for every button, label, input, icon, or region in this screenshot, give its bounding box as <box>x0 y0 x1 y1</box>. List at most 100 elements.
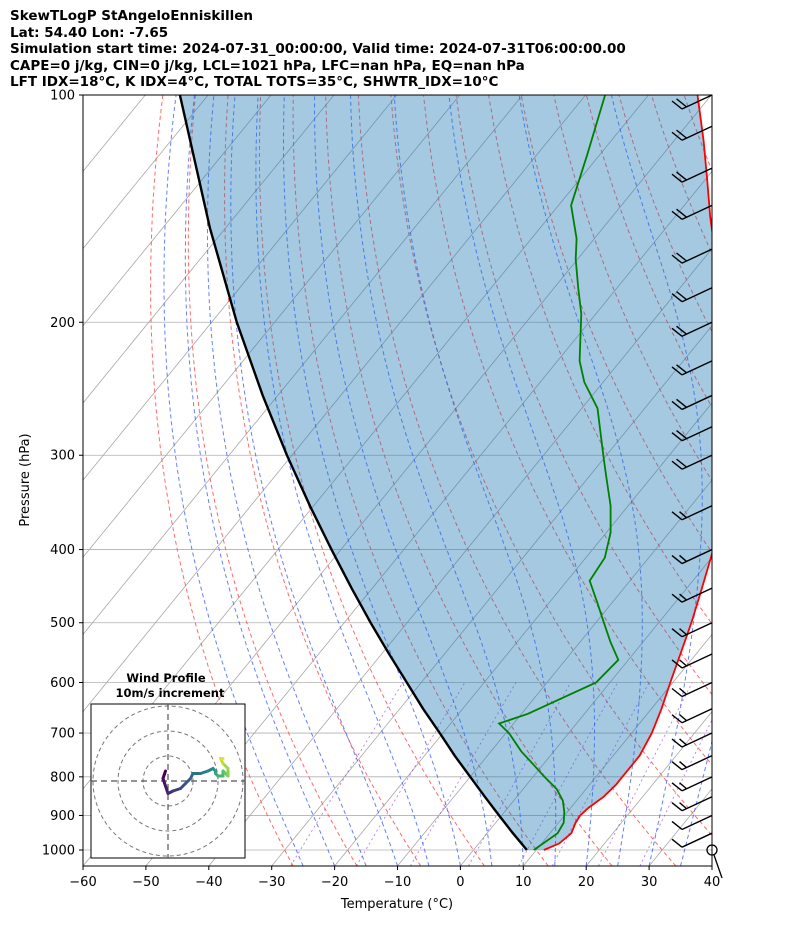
wind-barb <box>671 681 713 698</box>
dry-adiabat <box>423 95 712 766</box>
wind-barb <box>671 653 713 669</box>
moist-adiabat <box>610 95 703 866</box>
wind-barb <box>671 708 713 724</box>
wind-barb <box>671 832 713 848</box>
isotherm-line <box>460 556 712 866</box>
wind-barb <box>671 360 713 376</box>
isotherm-line <box>83 95 272 327</box>
y-tick-label: 500 <box>50 616 75 631</box>
wind-barb <box>671 426 713 442</box>
moist-adiabat <box>518 95 643 866</box>
dry-adiabat <box>325 95 613 866</box>
wind-barb <box>671 125 713 141</box>
wind-barb <box>671 248 713 264</box>
dry-adiabat <box>717 95 794 866</box>
location-line: Lat: 54.40 Lon: -7.65 <box>10 24 169 41</box>
y-tick-label: 600 <box>50 676 75 691</box>
isotherm-line <box>208 247 712 866</box>
isotherm-line <box>522 633 712 866</box>
dry-adiabat <box>357 95 677 866</box>
y-tick-label: 300 <box>50 449 75 464</box>
isotherm-line <box>83 95 398 481</box>
wind-barb <box>671 587 713 603</box>
isotherm-line <box>83 95 209 250</box>
y-tick-label: 700 <box>50 727 75 742</box>
figure-header: SkewTLogP StAngeloEnniskillen Lat: 54.40… <box>10 8 790 91</box>
mixing-ratio-line <box>355 682 466 866</box>
wind-barb <box>671 204 713 220</box>
figure-title: SkewTLogP StAngeloEnniskillen <box>10 8 253 24</box>
moist-adiabat <box>393 95 557 866</box>
x-axis-label: Temperature (°C) <box>340 897 453 912</box>
wind-barb <box>671 321 713 337</box>
hodograph-ring <box>117 730 219 832</box>
x-tick-label: 30 <box>641 875 658 890</box>
isotherm-line <box>145 170 712 866</box>
hodograph-plot <box>91 704 245 858</box>
x-tick-label: −40 <box>195 875 222 890</box>
x-tick-label: −60 <box>69 875 96 890</box>
isotherm-line <box>0 95 82 866</box>
dry-adiabat <box>782 95 794 866</box>
wind-barb <box>671 548 713 565</box>
mixing-ratio-line <box>468 682 571 866</box>
dry-adiabat <box>224 95 422 866</box>
y-tick-label: 400 <box>50 543 75 558</box>
wind-barb <box>671 454 713 470</box>
wind-barb <box>671 167 713 183</box>
mixing-ratio-line <box>410 682 517 866</box>
y-tick-label: 1000 <box>42 844 75 859</box>
y-tick-label: 800 <box>50 770 75 785</box>
moist-adiabat <box>448 95 595 866</box>
moist-adiabat <box>711 864 712 866</box>
wind-barb <box>671 776 713 792</box>
moist-adiabat <box>163 95 304 866</box>
moist-adiabat <box>184 95 336 866</box>
dry-adiabat <box>187 95 358 866</box>
mixing-ratio-line <box>639 719 712 866</box>
wind-barb <box>671 94 713 110</box>
wind-barb <box>671 814 713 831</box>
moist-adiabat <box>255 95 430 866</box>
dry-adiabat <box>258 95 485 866</box>
x-tick-label: −10 <box>384 875 411 890</box>
inset-title: Wind Profile <box>126 671 206 685</box>
isotherm-line <box>271 325 712 866</box>
x-tick-label: −30 <box>258 875 285 890</box>
x-tick-label: 10 <box>515 875 532 890</box>
wind-barb <box>671 732 713 748</box>
wind-barb <box>671 796 713 812</box>
dry-adiabat <box>455 95 712 696</box>
parcel-line <box>178 95 528 851</box>
wind-barb <box>671 505 713 521</box>
y-axis-label: Pressure (hPa) <box>18 433 33 526</box>
x-tick-label: −50 <box>132 875 159 890</box>
moist-adiabat <box>283 95 461 866</box>
isotherm-line <box>585 711 712 866</box>
wind-barb <box>671 755 713 771</box>
stability-indices: LFT IDX=18°C, K IDX=4°C, TOTAL TOTS=35°C… <box>10 74 499 90</box>
isotherm-line <box>711 865 712 866</box>
x-tick-label: −20 <box>321 875 348 890</box>
x-tick-label: 20 <box>578 875 595 890</box>
y-tick-label: 100 <box>50 89 75 104</box>
wind-barb <box>671 622 713 638</box>
dry-adiabat <box>390 95 712 837</box>
dry-adiabat <box>150 95 294 866</box>
moist-adiabat <box>350 95 524 866</box>
parcel-shading <box>179 95 712 850</box>
time-line: Simulation start time: 2024-07-31_00:00:… <box>10 41 626 57</box>
y-tick-label: 900 <box>50 809 75 824</box>
isotherm-line <box>83 95 335 404</box>
convective-params: CAPE=0 j/kg, CIN=0 j/kg, LCL=1021 hPa, L… <box>10 57 525 74</box>
dry-adiabat <box>749 95 794 866</box>
moist-adiabat <box>230 95 398 866</box>
temperature-line <box>543 95 712 851</box>
wind-barb <box>671 394 713 411</box>
moist-adiabat <box>207 95 367 866</box>
x-tick-label: 40 <box>704 875 721 890</box>
dewpoint-line <box>497 95 620 851</box>
x-tick-label: 0 <box>456 875 464 890</box>
isotherm-line <box>334 402 712 866</box>
